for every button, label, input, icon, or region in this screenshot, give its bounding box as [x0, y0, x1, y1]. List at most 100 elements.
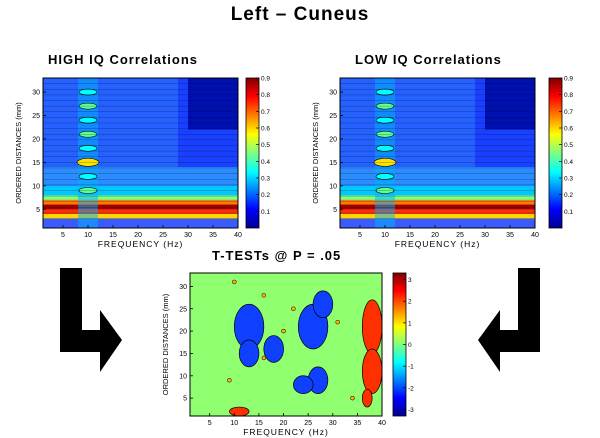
colorbar-tick-label: 0.8	[564, 92, 573, 99]
band-3	[340, 204, 535, 210]
negative-blob-1	[238, 339, 260, 368]
y-tick-label: 15	[329, 160, 337, 167]
colorbar-tick-label: 0.7	[564, 109, 573, 116]
band-4	[43, 199, 238, 205]
colorbar-tick-label: 0.1	[261, 209, 270, 216]
y-tick-label: 20	[179, 329, 187, 336]
dark-region	[188, 78, 238, 130]
ttest-title: T-TESTs @ P = .05	[212, 248, 342, 263]
y-tick-label: 10	[32, 183, 40, 190]
y-tick-label: 10	[329, 183, 337, 190]
positive-blob-0	[361, 299, 383, 354]
y-axis-label: ORDERED DISTANCES (mm)	[311, 102, 320, 204]
colorbar-tick-label: -2	[408, 385, 414, 392]
colorbar-tick-label: 0.3	[564, 176, 573, 183]
y-tick-label: 10	[179, 373, 187, 380]
band-1	[43, 213, 238, 219]
band-0	[43, 218, 238, 228]
band-0	[340, 218, 535, 228]
colorbar-tick-label: 0.6	[564, 126, 573, 133]
positive-blob-2	[229, 406, 250, 417]
colorbar-tick-label: 3	[408, 277, 412, 284]
x-tick-label: 15	[109, 232, 117, 239]
main-title: Left – Cuneus	[230, 4, 370, 25]
x-tick-label: 25	[304, 420, 312, 427]
x-tick-label: 30	[184, 232, 192, 239]
colorbar-tick-label: 0.2	[261, 192, 270, 199]
low-iq-title: LOW IQ Correlations	[355, 52, 502, 67]
alpha-blob-7	[78, 88, 98, 96]
band-7	[340, 167, 535, 186]
x-tick-label: 25	[159, 232, 167, 239]
y-tick-label: 30	[179, 284, 187, 291]
x-tick-label: 5	[208, 420, 212, 427]
colorbar-tick-label: -1	[408, 364, 414, 371]
colorbar-tick-label: 0.9	[261, 76, 270, 83]
alpha-blob-1	[375, 173, 395, 180]
x-tick-label: 5	[61, 232, 65, 239]
plot-frame	[42, 77, 239, 229]
x-tick-label: 35	[209, 232, 217, 239]
alpha-blob-5	[375, 116, 395, 124]
y-tick-label: 5	[36, 207, 40, 214]
alpha-blob-7	[375, 88, 395, 96]
colorbar-tick-label: 0.2	[564, 192, 573, 199]
x-tick-label: 15	[255, 420, 263, 427]
colorbar-tick-label: 1	[408, 320, 412, 327]
band-5	[340, 195, 535, 200]
x-tick-label: 40	[378, 420, 386, 427]
small-blob-0	[232, 279, 237, 285]
x-tick-label: 10	[230, 420, 238, 427]
x-tick-label: 20	[280, 420, 288, 427]
plot-frame	[189, 272, 383, 417]
colorbar-tick-label: 0.1	[564, 209, 573, 216]
small-blob-7	[350, 395, 355, 401]
positive-blob-1	[361, 348, 383, 395]
band-2	[340, 209, 535, 214]
x-tick-label: 35	[506, 232, 514, 239]
colorbar-tick-label: 0.6	[261, 126, 270, 133]
negative-blob-2	[263, 335, 284, 363]
colorbar-tick-label: 0.9	[564, 76, 573, 83]
colorbar-tick-label: 0.7	[261, 109, 270, 116]
x-tick-label: 5	[358, 232, 362, 239]
x-tick-label: 10	[381, 232, 389, 239]
x-tick-label: 20	[134, 232, 142, 239]
y-tick-label: 30	[329, 90, 337, 97]
colorbar-tick-label: 0.5	[564, 142, 573, 149]
high-iq-title: HIGH IQ Correlations	[48, 52, 199, 67]
y-tick-label: 25	[179, 306, 187, 313]
small-blob-2	[291, 306, 296, 311]
colorbar	[548, 77, 563, 229]
band-5	[43, 195, 238, 200]
band-4	[340, 199, 535, 205]
y-tick-label: 20	[329, 136, 337, 143]
colorbar-tick-label: -3	[408, 407, 414, 414]
colorbar-tick-label: 0.5	[261, 142, 270, 149]
x-axis-label: FREQUENCY (Hz)	[243, 427, 329, 437]
small-blob-3	[261, 355, 267, 361]
y-tick-label: 20	[32, 136, 40, 143]
x-tick-label: 30	[481, 232, 489, 239]
x-tick-label: 40	[531, 232, 539, 239]
x-tick-label: 15	[406, 232, 414, 239]
x-axis-label: FREQUENCY (Hz)	[395, 239, 481, 249]
plot-background	[190, 273, 382, 416]
plot-frame	[339, 77, 536, 229]
colorbar-tick-label: 0.8	[261, 92, 270, 99]
x-tick-label: 35	[353, 420, 361, 427]
colorbar-tick-label: 0	[408, 342, 412, 349]
y-tick-label: 30	[32, 90, 40, 97]
small-blob-1	[261, 293, 267, 298]
colorbar-tick-label: 0.4	[564, 159, 573, 166]
band-7	[43, 167, 238, 186]
y-tick-label: 15	[32, 160, 40, 167]
x-tick-label: 30	[329, 420, 337, 427]
x-axis-label: FREQUENCY (Hz)	[98, 239, 184, 249]
y-tick-label: 25	[32, 113, 40, 120]
left-arrow-body-icon	[60, 268, 122, 372]
colorbar	[245, 77, 260, 229]
